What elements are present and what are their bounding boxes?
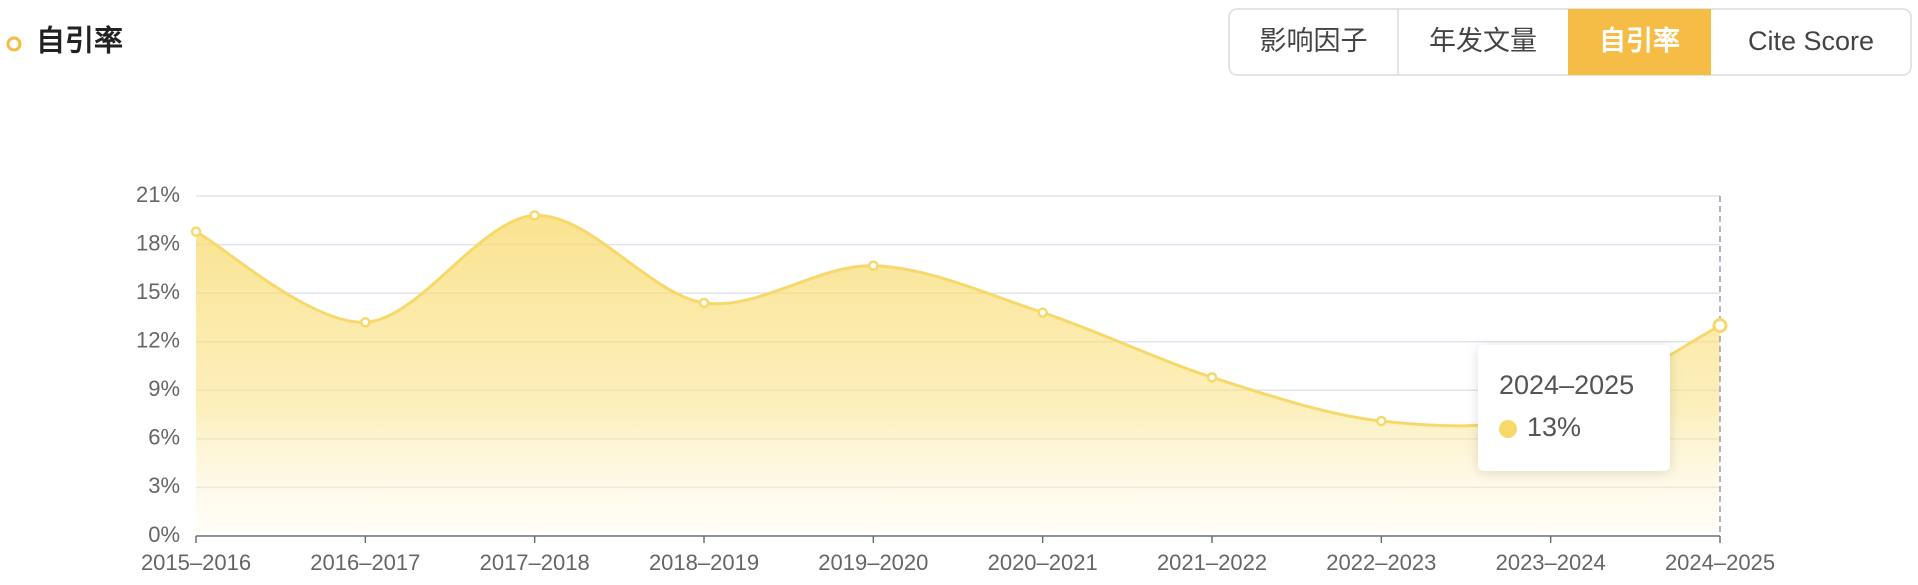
point: [698, 297, 710, 309]
y-tick-label: 6%: [148, 425, 180, 450]
x-tick-label: 2017–2018: [480, 550, 590, 575]
x-tick-label: 2018–2019: [649, 550, 759, 575]
tab[interactable]: 自引率: [1599, 25, 1680, 56]
chart: 0% 3% 6% 9% 12% 15% 18% 21% 2015–2016 2016–2017 20…: [136, 182, 1775, 575]
tab[interactable]: Cite Score: [1748, 26, 1874, 56]
point: [1376, 415, 1387, 427]
x-tick-label: 2015–2016: [141, 550, 251, 575]
y-tick-label: 9%: [148, 376, 180, 401]
y-tick-label: 21%: [136, 182, 180, 207]
point: [360, 317, 371, 328]
point: [868, 260, 879, 271]
tooltip-title: 2024–2025: [1499, 370, 1634, 400]
tab-active-bg: [1568, 9, 1711, 75]
point: [1712, 318, 1728, 334]
x-tick-label: 2020–2021: [988, 550, 1098, 575]
y-tick-label: 3%: [148, 473, 180, 498]
tooltip-box: [1478, 345, 1670, 471]
x-tick-label: 2023–2024: [1496, 550, 1606, 575]
tab-group: 影响因子 年发文量 自引率 Cite Score: [1228, 8, 1912, 76]
point: [1206, 372, 1218, 383]
tooltip-value: 13%: [1527, 412, 1581, 442]
tab[interactable]: 影响因子: [1260, 26, 1368, 56]
tooltip-dot: [1499, 420, 1517, 438]
point: [1037, 307, 1048, 318]
tab[interactable]: 年发文量: [1429, 26, 1537, 56]
x-tick-label: 2021–2022: [1157, 550, 1267, 575]
x-tick-label: 2016–2017: [310, 550, 420, 575]
x-tick-label: 2022–2023: [1326, 550, 1436, 575]
x-tick-label: 2019–2020: [818, 550, 928, 575]
x-tick-label: 2024–2025: [1665, 550, 1775, 575]
y-tick-label: 0%: [148, 522, 180, 547]
area: [196, 215, 1720, 536]
point: [190, 226, 202, 237]
section-title: 自引率: [36, 24, 123, 58]
point: [529, 210, 540, 221]
y-tick-label: 18%: [136, 230, 180, 255]
y-tick-label: 15%: [136, 279, 180, 304]
y-tick-label: 12%: [136, 328, 180, 353]
title-icon: [6, 36, 22, 52]
line: [195, 213, 1721, 428]
